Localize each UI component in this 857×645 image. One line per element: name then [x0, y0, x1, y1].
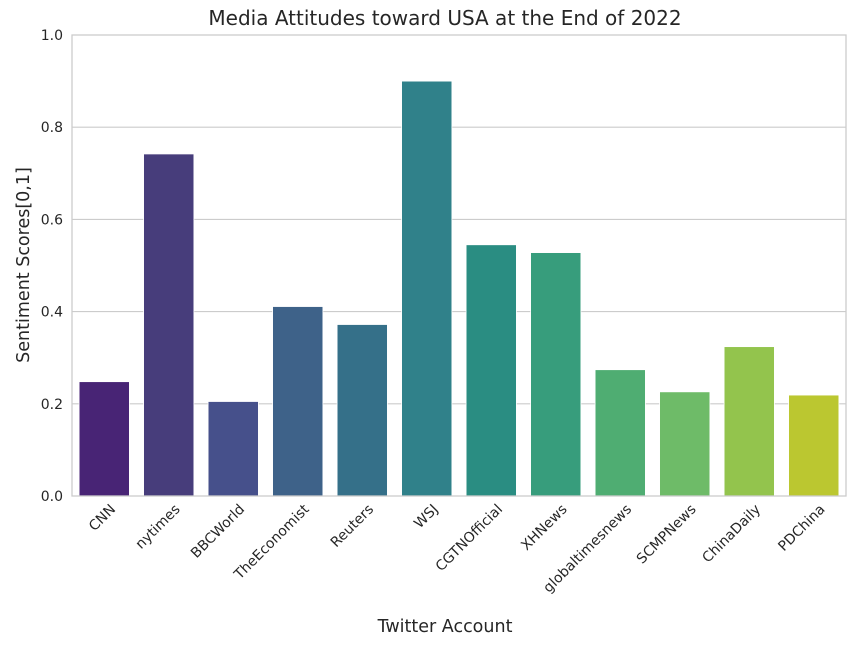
axes-frame [71, 34, 847, 497]
bar-reuters [336, 324, 388, 497]
bar-cnn [78, 381, 130, 497]
x-tick-label: Reuters [328, 502, 377, 551]
y-tick-label: 0.8 [41, 120, 63, 136]
plot-frame [71, 34, 847, 497]
x-tick-label: XHNews [518, 502, 570, 554]
x-tick-label: BBCWorld [188, 502, 248, 562]
grid-lines [72, 126, 846, 405]
bar-bbcworld [207, 401, 259, 497]
bar-chinadaily [723, 346, 775, 497]
y-tick-label: 0.4 [41, 305, 63, 321]
y-tick-label: 0.6 [41, 212, 63, 228]
y-tick-label: 0.0 [41, 489, 63, 505]
bar-globaltimesnews [594, 369, 646, 497]
bar-theeconomist [272, 306, 324, 497]
bars [78, 80, 840, 497]
x-axis-title: Twitter Account [377, 617, 513, 637]
x-tick-label: CGTNOfficial [433, 502, 506, 575]
bar-nytimes [143, 153, 195, 497]
y-axis-title: Sentiment Scores[0,1] [14, 167, 34, 363]
x-tick-label: SCMPNews [634, 502, 700, 568]
x-tick-label: WSJ [411, 502, 441, 532]
x-tick-label: ChinaDaily [699, 502, 764, 567]
x-tick-label: CNN [86, 502, 119, 535]
bar-wsj [401, 80, 453, 497]
bar-xhnews [530, 252, 582, 497]
bar-pdchina [788, 394, 840, 497]
y-tick-labels: 0.0 0.2 0.4 0.6 0.8 1.0 [41, 28, 63, 505]
x-tick-label: nytimes [133, 502, 184, 553]
bar-scmpnews [659, 391, 711, 497]
y-tick-label: 0.2 [41, 397, 63, 413]
bar-cgtnofficial [465, 244, 517, 497]
x-tick-label: PDChina [775, 502, 828, 555]
chart-title: Media Attitudes toward USA at the End of… [208, 6, 681, 30]
y-tick-label: 1.0 [41, 28, 63, 44]
